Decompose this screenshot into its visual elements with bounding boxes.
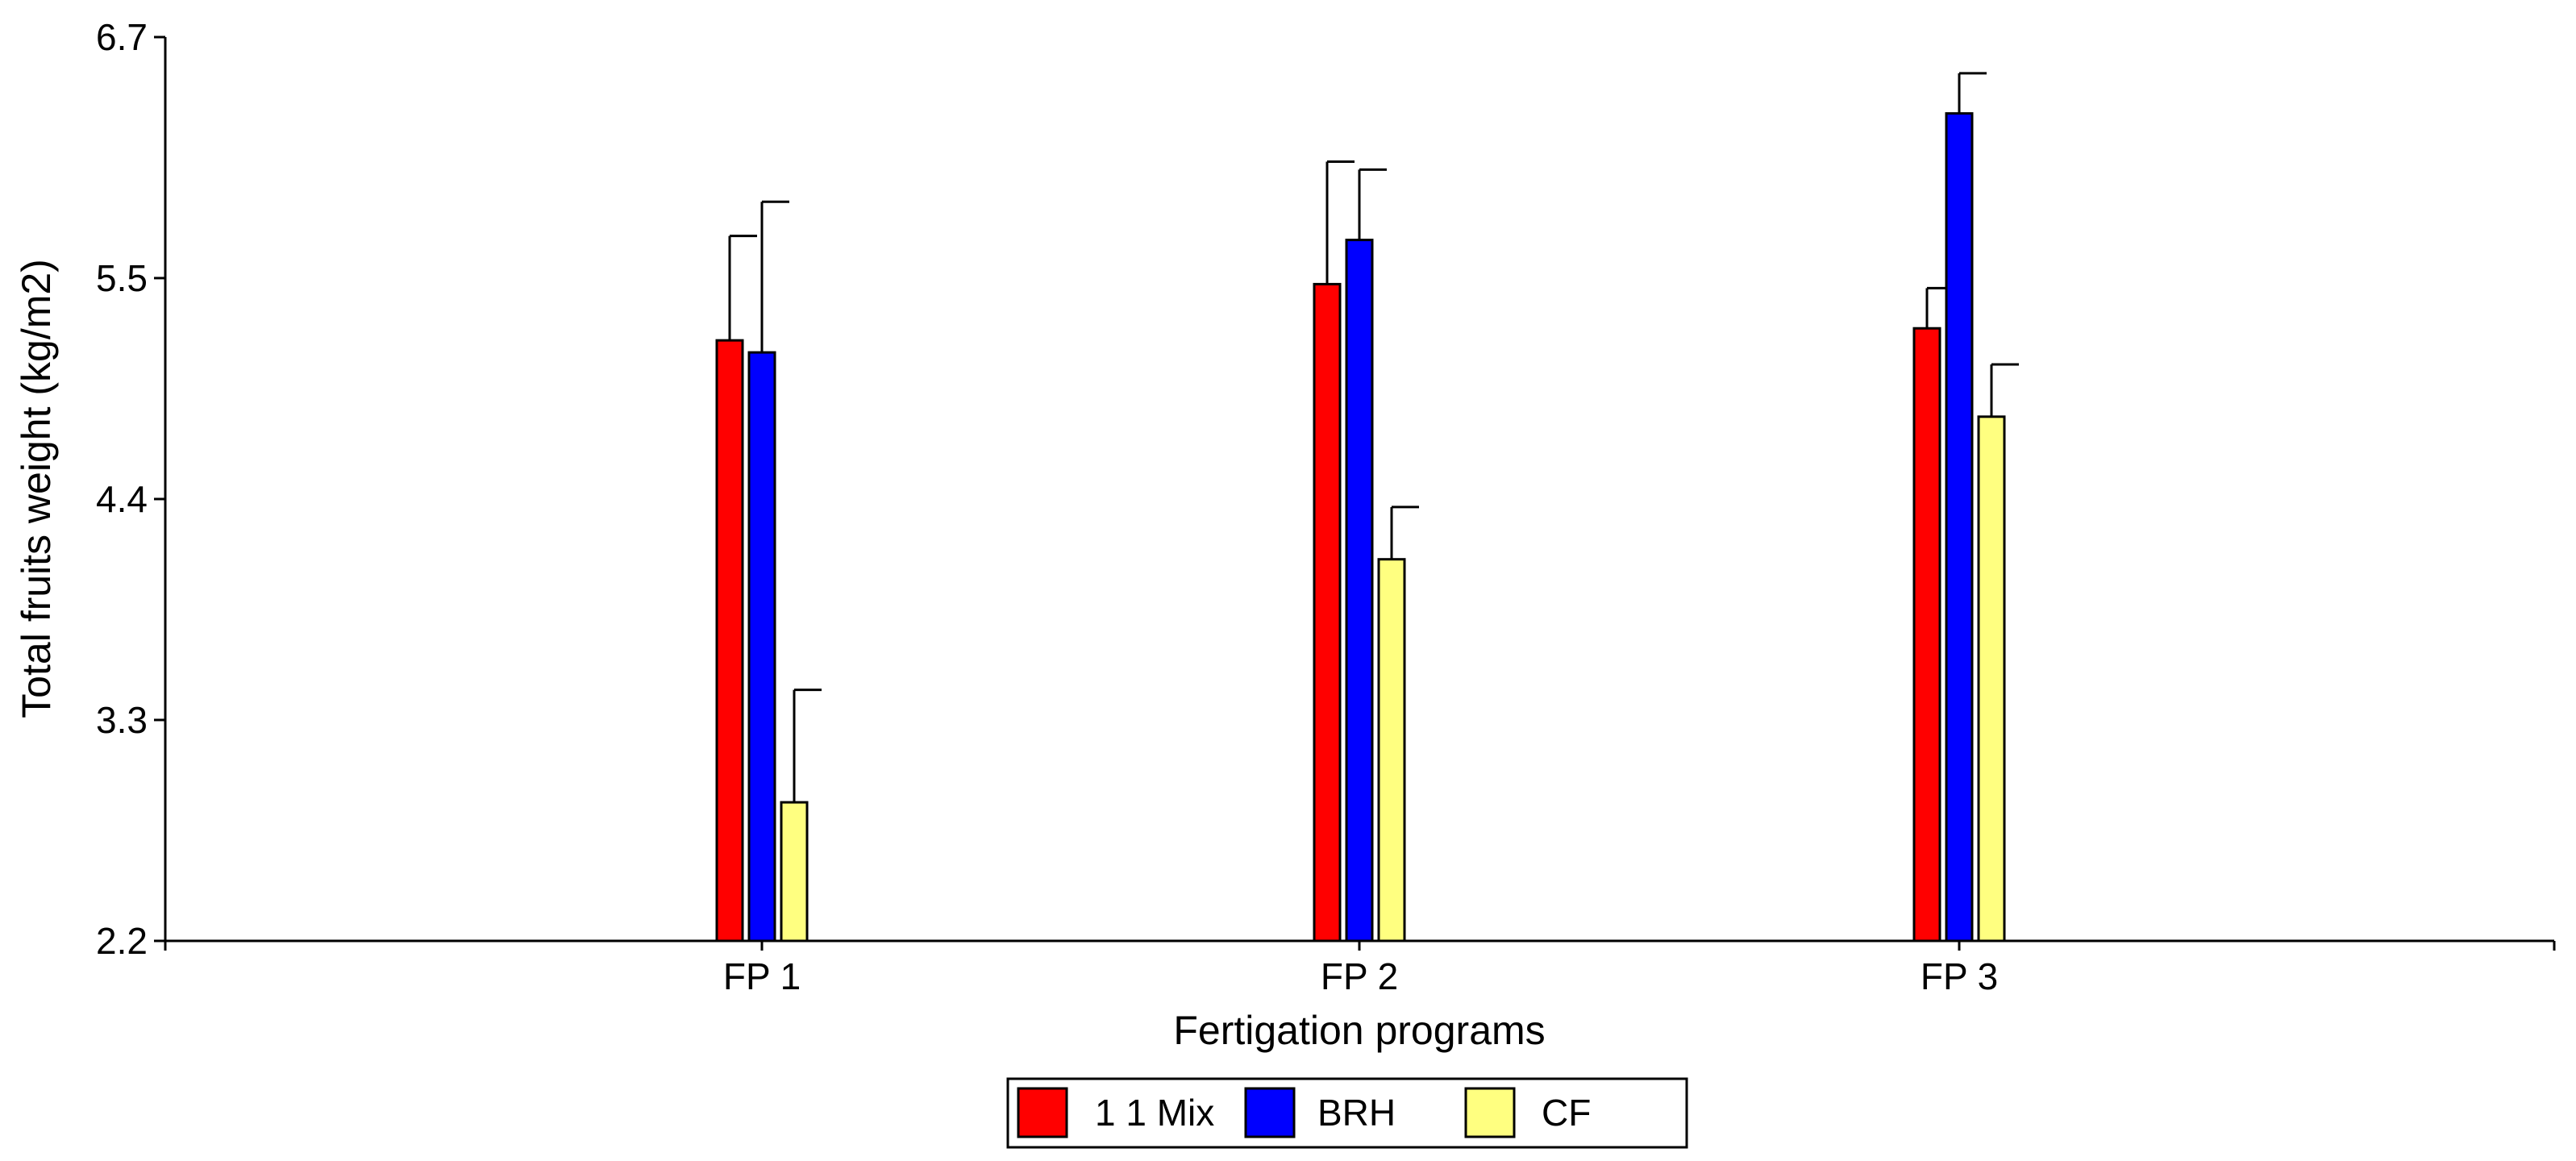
legend-swatch-brh bbox=[1244, 1087, 1296, 1138]
y-tick-label: 6.7 bbox=[96, 16, 148, 58]
bar-cf-fp-3 bbox=[1977, 415, 2006, 943]
bar-1-1-mix-fp-1 bbox=[715, 339, 744, 943]
bar-1-1-mix-fp-2 bbox=[1313, 282, 1342, 943]
x-axis-title: Fertigation programs bbox=[1173, 1008, 1545, 1053]
legend: 1 1 Mix BRH CF bbox=[1006, 1077, 1688, 1149]
y-tick-label: 3.3 bbox=[96, 699, 148, 741]
y-axis-title: Total fruits weight (kg/m2) bbox=[14, 259, 59, 718]
bar-cf-fp-1 bbox=[780, 801, 809, 943]
legend-label-mix: 1 1 Mix bbox=[1095, 1092, 1214, 1134]
legend-label-cf: CF bbox=[1542, 1092, 1591, 1134]
x-tick-label: FP 3 bbox=[1921, 955, 1998, 997]
bar-cf-fp-2 bbox=[1377, 558, 1406, 943]
bar-brh-fp-1 bbox=[747, 351, 776, 943]
bar-1-1-mix-fp-3 bbox=[1912, 327, 1941, 943]
legend-swatch-mix bbox=[1017, 1087, 1068, 1138]
y-ticks: 2.2 3.3 4.4 5.5 6.7 bbox=[96, 16, 165, 962]
x-tick-label: FP 1 bbox=[723, 955, 801, 997]
x-tick-label: FP 2 bbox=[1321, 955, 1398, 997]
legend-label-brh: BRH bbox=[1317, 1092, 1396, 1134]
legend-box bbox=[1006, 1077, 1688, 1149]
y-tick-label: 2.2 bbox=[96, 920, 148, 962]
y-tick-label: 5.5 bbox=[96, 257, 148, 299]
bars bbox=[715, 72, 2019, 943]
bar-brh-fp-2 bbox=[1345, 239, 1374, 943]
y-tick-label: 4.4 bbox=[96, 478, 148, 520]
x-ticks: FP 1 FP 2 FP 3 bbox=[723, 941, 1998, 997]
bar-brh-fp-3 bbox=[1945, 112, 1974, 943]
legend-swatch-cf bbox=[1464, 1087, 1516, 1138]
